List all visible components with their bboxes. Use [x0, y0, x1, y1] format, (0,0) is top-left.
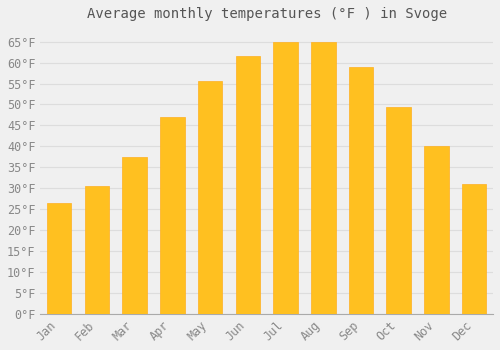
Bar: [462, 184, 486, 314]
Bar: [386, 106, 411, 314]
Bar: [236, 56, 260, 314]
Bar: [348, 67, 374, 314]
Bar: [424, 146, 448, 314]
Bar: [311, 42, 336, 314]
Bar: [47, 203, 72, 314]
Bar: [274, 42, 298, 314]
Title: Average monthly temperatures (°F ) in Svoge: Average monthly temperatures (°F ) in Sv…: [86, 7, 446, 21]
Bar: [198, 82, 222, 314]
Bar: [122, 157, 147, 314]
Bar: [84, 186, 109, 314]
Bar: [160, 117, 184, 314]
